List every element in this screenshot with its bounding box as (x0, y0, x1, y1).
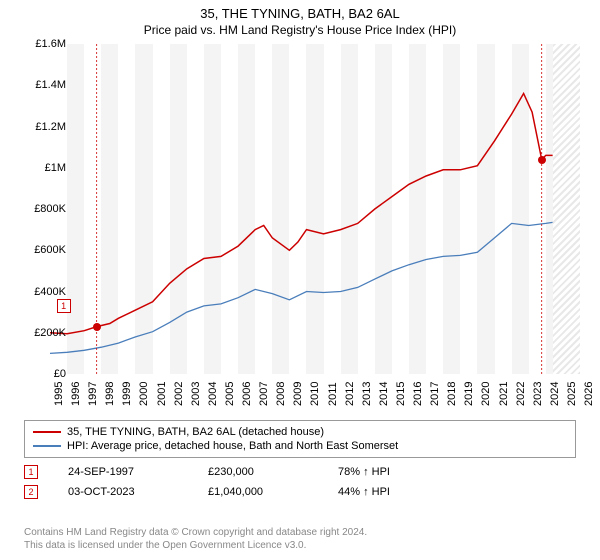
sale-date: 03-OCT-2023 (68, 486, 178, 498)
x-tick-label: 2024 (549, 382, 561, 406)
marker-dot (538, 156, 546, 164)
x-tick-label: 2018 (446, 382, 458, 406)
legend-box: 35, THE TYNING, BATH, BA2 6AL (detached … (24, 420, 576, 458)
x-tick-label: 2002 (173, 382, 185, 406)
legend-label: 35, THE TYNING, BATH, BA2 6AL (detached … (67, 426, 324, 438)
chart-title: 35, THE TYNING, BATH, BA2 6AL (0, 0, 600, 21)
x-tick-label: 2009 (292, 382, 304, 406)
y-tick-label: £200K (22, 327, 66, 339)
legend-label: HPI: Average price, detached house, Bath… (67, 440, 398, 452)
series-price_paid (50, 94, 553, 334)
y-tick-label: £800K (22, 203, 66, 215)
sale-index: 1 (24, 465, 38, 479)
legend-swatch (33, 431, 61, 433)
x-tick-label: 2014 (378, 382, 390, 406)
footer-line-2: This data is licensed under the Open Gov… (24, 539, 367, 552)
x-tick-label: 2023 (532, 382, 544, 406)
x-tick-label: 2022 (515, 382, 527, 406)
x-tick-label: 1995 (53, 382, 65, 406)
sale-index: 2 (24, 485, 38, 499)
sale-hpi: 44% ↑ HPI (338, 486, 458, 498)
legend-row: HPI: Average price, detached house, Bath… (33, 439, 567, 453)
x-tick-label: 2012 (344, 382, 356, 406)
x-tick-label: 2004 (207, 382, 219, 406)
sale-price: £230,000 (208, 466, 308, 478)
sale-row: 2 03-OCT-2023 £1,040,000 44% ↑ HPI (24, 482, 458, 502)
series-hpi (50, 222, 553, 353)
y-tick-label: £1.2M (22, 121, 66, 133)
x-tick-label: 2015 (395, 382, 407, 406)
x-tick-label: 2020 (480, 382, 492, 406)
sale-hpi: 78% ↑ HPI (338, 466, 458, 478)
x-tick-label: 1999 (121, 382, 133, 406)
y-tick-label: £0 (22, 368, 66, 380)
x-tick-label: 2001 (156, 382, 168, 406)
x-tick-label: 2003 (190, 382, 202, 406)
x-tick-label: 2005 (224, 382, 236, 406)
y-tick-label: £1.4M (22, 79, 66, 91)
legend-swatch (33, 445, 61, 447)
x-tick-label: 2025 (566, 382, 578, 406)
legend-row: 35, THE TYNING, BATH, BA2 6AL (detached … (33, 425, 567, 439)
x-tick-label: 2007 (258, 382, 270, 406)
y-tick-label: £400K (22, 286, 66, 298)
x-tick-label: 2008 (275, 382, 287, 406)
x-tick-label: 2017 (429, 382, 441, 406)
sale-date: 24-SEP-1997 (68, 466, 178, 478)
footer-line-1: Contains HM Land Registry data © Crown c… (24, 526, 367, 539)
x-tick-label: 2000 (138, 382, 150, 406)
marker-dot (93, 323, 101, 331)
x-tick-label: 1997 (87, 382, 99, 406)
x-tick-label: 2016 (412, 382, 424, 406)
sale-price: £1,040,000 (208, 486, 308, 498)
x-tick-label: 2019 (463, 382, 475, 406)
marker-index-box: 1 (57, 299, 71, 313)
y-tick-label: £1M (22, 162, 66, 174)
y-tick-label: £600K (22, 244, 66, 256)
x-tick-label: 2010 (309, 382, 321, 406)
x-tick-label: 2026 (583, 382, 595, 406)
x-tick-label: 2013 (361, 382, 373, 406)
footer-attribution: Contains HM Land Registry data © Crown c… (24, 526, 367, 552)
chart-subtitle: Price paid vs. HM Land Registry's House … (0, 21, 600, 41)
sales-table: 1 24-SEP-1997 £230,000 78% ↑ HPI 2 03-OCT-202… (24, 462, 458, 502)
x-tick-label: 1996 (70, 382, 82, 406)
x-tick-label: 1998 (104, 382, 116, 406)
x-tick-label: 2021 (498, 382, 510, 406)
x-tick-label: 2006 (241, 382, 253, 406)
y-tick-label: £1.6M (22, 38, 66, 50)
chart-plot-area: 12 (50, 44, 580, 374)
sale-row: 1 24-SEP-1997 £230,000 78% ↑ HPI (24, 462, 458, 482)
x-tick-label: 2011 (327, 382, 339, 406)
